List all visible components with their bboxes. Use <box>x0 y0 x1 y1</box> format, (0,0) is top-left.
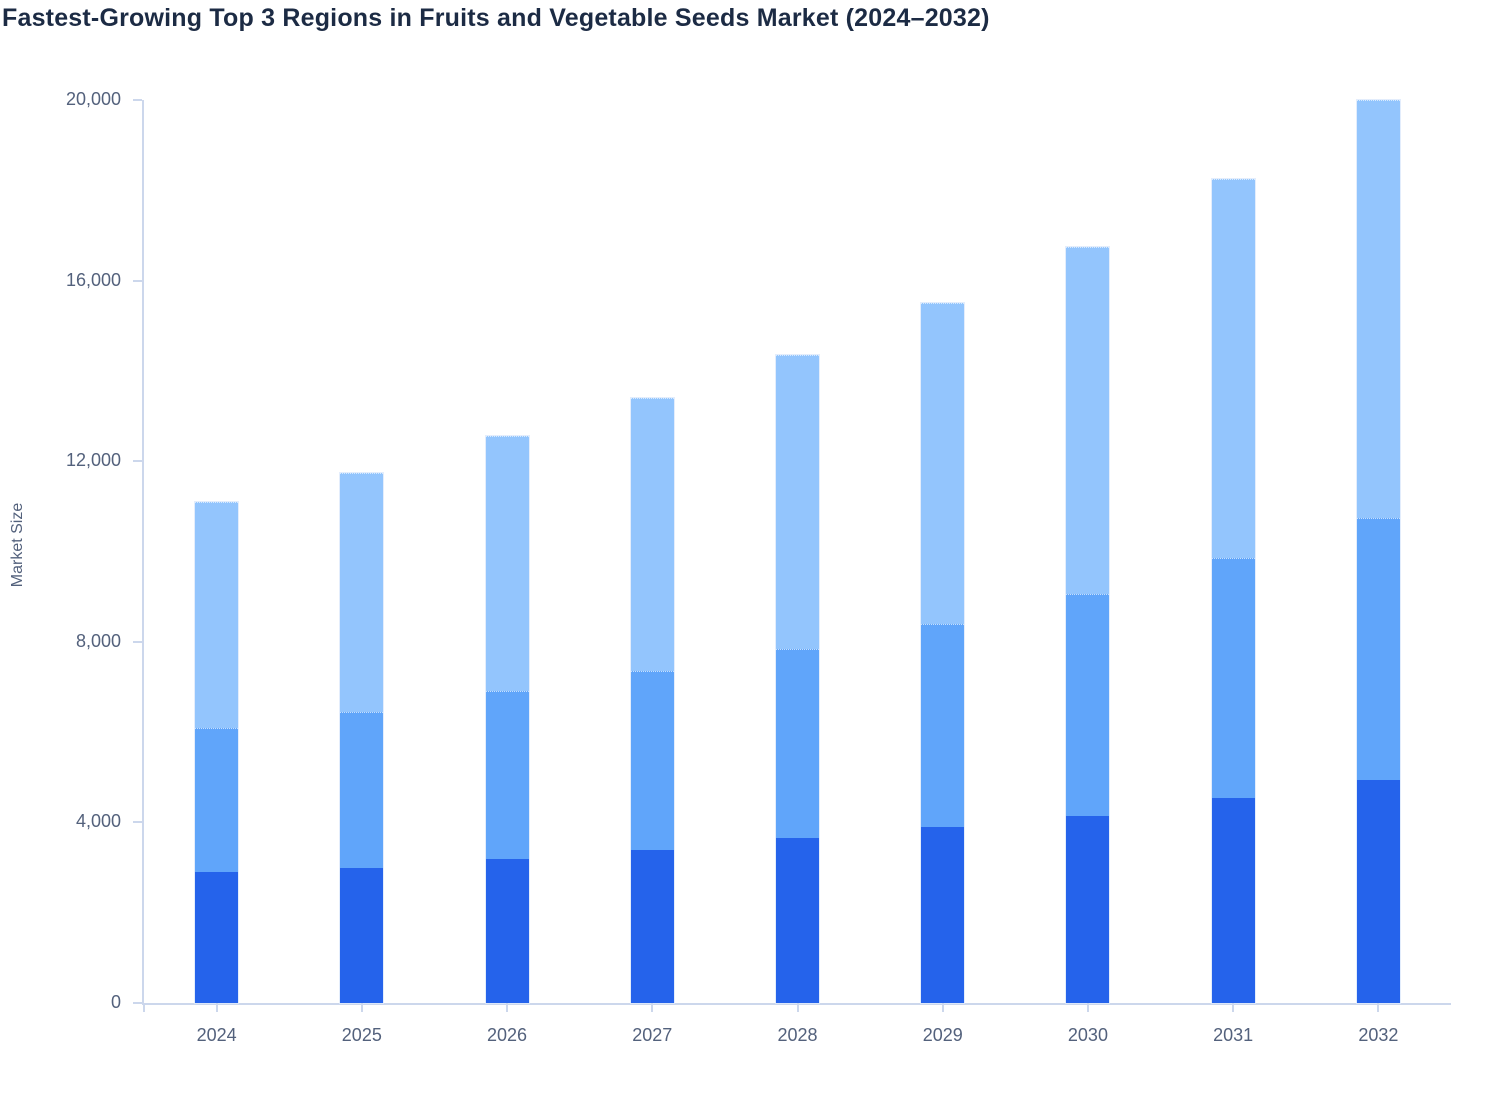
x-tick-label-2025: 2025 <box>341 1025 382 1045</box>
x-tick-mark <box>651 1003 654 1012</box>
bar-2024-region-3-top-segment <box>195 501 239 728</box>
bar-2029-region-3-top-segment <box>921 303 965 624</box>
y-tick-label: 0 <box>110 992 121 1012</box>
x-tick-mark <box>360 1003 363 1012</box>
bar-2028-region-3-top-segment <box>776 355 819 650</box>
bar-2024 <box>194 500 240 1005</box>
x-tick-label-2032: 2032 <box>1358 1025 1399 1045</box>
x-tick-mark <box>215 1003 218 1012</box>
bar-2026-region-2-middle-segment <box>485 691 529 859</box>
bar-2032-region-1-bottom-segment <box>1356 779 1400 1003</box>
bar-2028 <box>775 354 820 1004</box>
plot-area: 0 4,000 8,000 12,000 16,000 20,000 2024 2025 202… <box>66 89 1451 1045</box>
bar-2027-region-2-middle-segment <box>630 671 674 850</box>
bar-2032-region-2-middle-segment <box>1356 517 1400 780</box>
x-tick-label-2029: 2029 <box>922 1025 963 1045</box>
y-tick-mark <box>133 640 142 643</box>
y-tick-mark <box>133 821 142 824</box>
bar-2024-region-1-bottom-segment <box>195 872 239 1003</box>
y-tick-label: 20,000 <box>65 89 121 109</box>
x-tick-label-2031: 2031 <box>1213 1025 1254 1045</box>
bar-2030-region-2-middle-segment <box>1066 594 1110 816</box>
y-axis-title: Market Size <box>9 502 26 588</box>
bar-2026-region-3-top-segment <box>485 436 529 692</box>
bar-2030-region-3-top-segment <box>1066 246 1110 595</box>
bar-2031-region-2-middle-segment <box>1211 558 1255 798</box>
x-tick-mark <box>1086 1003 1089 1012</box>
x-tick-label-2030: 2030 <box>1067 1025 1108 1045</box>
bar-2025-region-3-top-segment <box>340 472 384 712</box>
x-tick-mark <box>506 1003 509 1012</box>
bar-2032 <box>1355 99 1401 1004</box>
x-tick-mark <box>1377 1003 1380 1012</box>
bar-2028-region-2-middle-segment <box>776 649 819 839</box>
y-tick-label: 16,000 <box>65 269 121 290</box>
bar-2027-region-3-top-segment <box>630 398 674 672</box>
y-tick-mark <box>133 1002 142 1004</box>
y-tick-mark <box>133 99 142 101</box>
bar-2027 <box>629 397 675 1004</box>
bar-2026 <box>484 435 530 1004</box>
x-tick-label-2024: 2024 <box>196 1025 237 1045</box>
bar-2025-region-1-bottom-segment <box>340 867 384 1003</box>
chart-title: Fastest-Growing Top 3 Regions in Fruits … <box>2 4 990 32</box>
x-tick-label-2026: 2026 <box>487 1025 528 1045</box>
x-tick-mark <box>796 1003 799 1012</box>
x-axis-origin-tick <box>143 1003 145 1012</box>
y-tick-mark <box>133 279 142 282</box>
x-tick-mark <box>941 1003 944 1012</box>
bar-2031-region-3-top-segment <box>1211 179 1255 559</box>
y-tick-mark <box>133 460 142 463</box>
y-tick-label: 12,000 <box>65 450 121 471</box>
x-tick-mark <box>1232 1003 1235 1012</box>
x-tick-label-2028: 2028 <box>777 1025 818 1045</box>
y-tick-label: 4,000 <box>75 811 121 832</box>
bar-2029-region-2-middle-segment <box>921 623 965 827</box>
bar-2026-region-1-bottom-segment <box>485 858 529 1003</box>
bar-2027-region-1-bottom-segment <box>630 849 674 1003</box>
bar-2030-region-1-bottom-segment <box>1066 815 1110 1003</box>
bar-2030 <box>1065 245 1111 1005</box>
bar-2032-region-3-top-segment <box>1356 100 1400 518</box>
bar-2031 <box>1210 178 1256 1004</box>
bar-2025 <box>339 471 385 1005</box>
bar-2029-region-1-bottom-segment <box>921 826 965 1003</box>
x-tick-label-2027: 2027 <box>632 1025 673 1045</box>
bar-2025-region-2-middle-segment <box>340 711 384 868</box>
bar-2029 <box>920 302 966 1004</box>
y-tick-label: 8,000 <box>75 630 121 651</box>
bar-2031-region-1-bottom-segment <box>1211 797 1255 1003</box>
bar-2028-region-1-bottom-segment <box>776 838 819 1003</box>
bar-2024-region-2-middle-segment <box>195 727 239 873</box>
